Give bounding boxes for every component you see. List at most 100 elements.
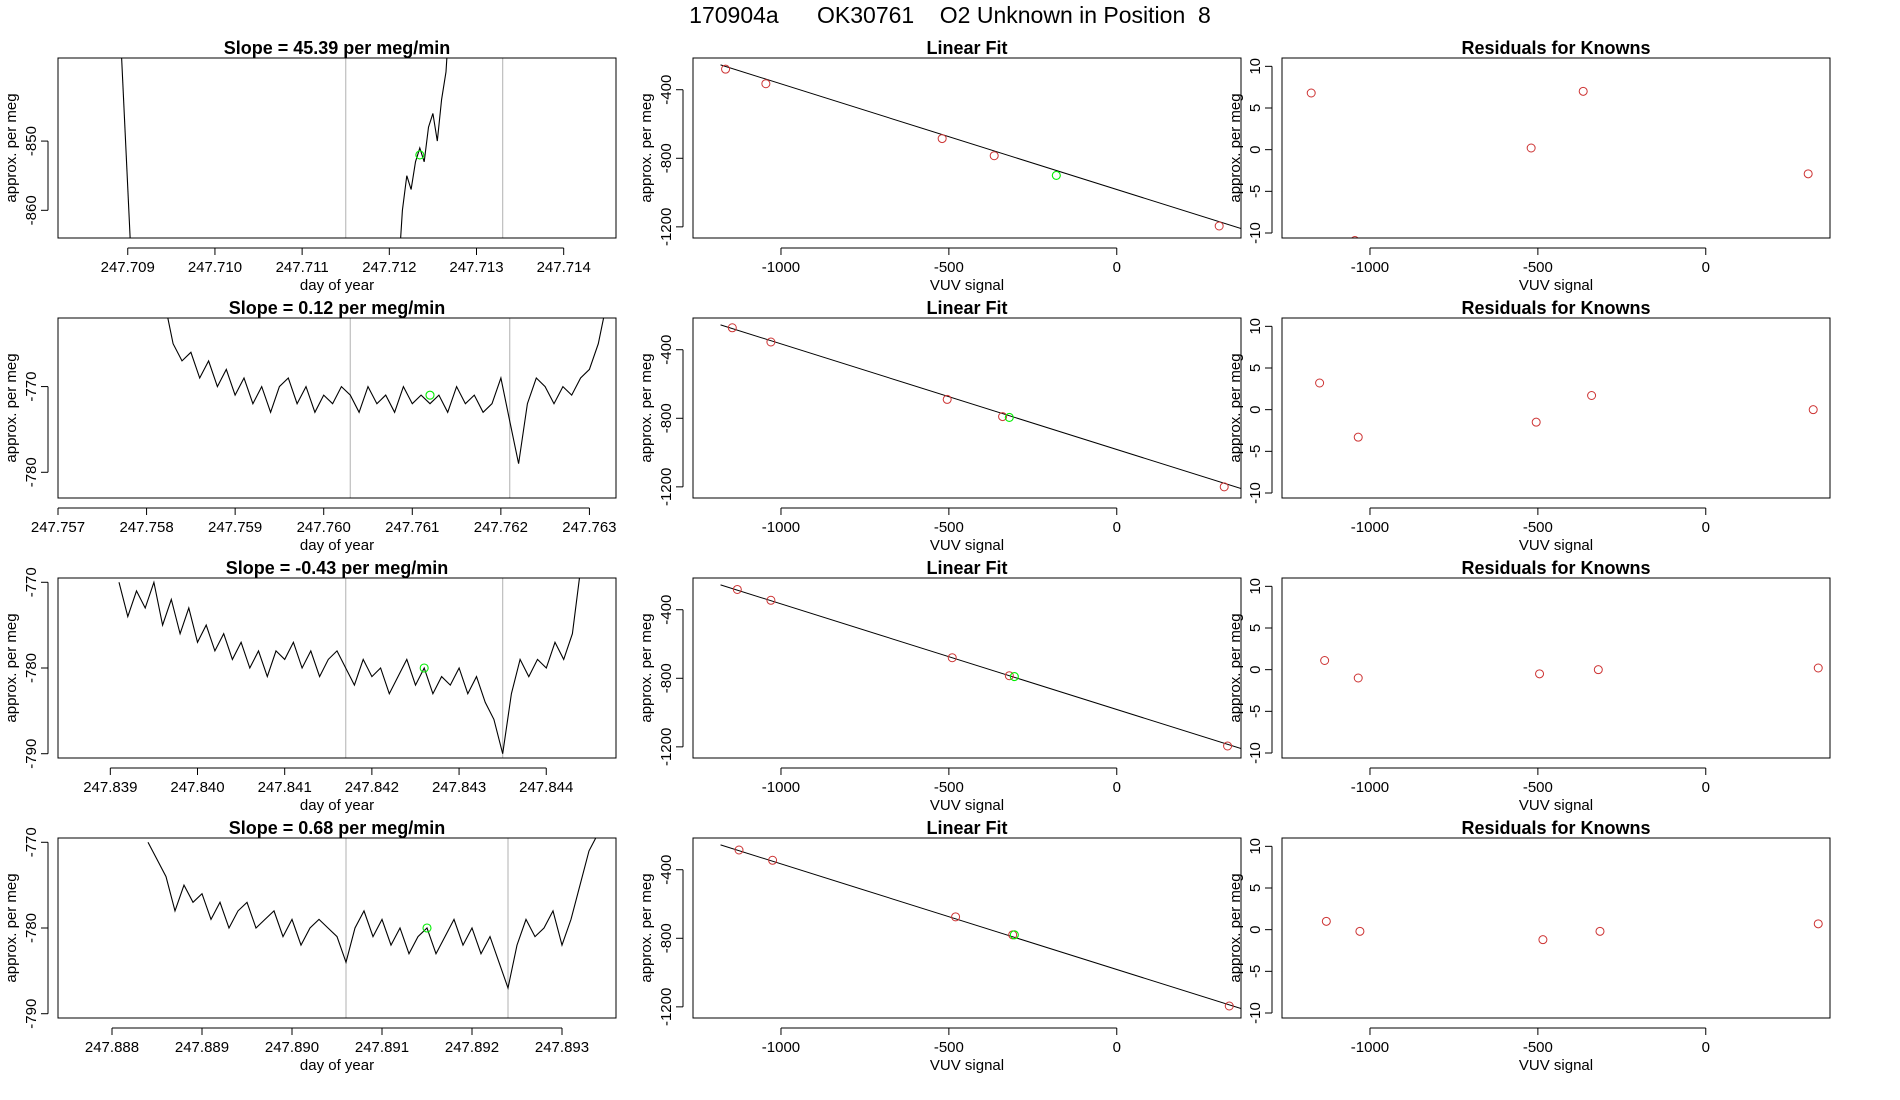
known-point bbox=[1004, 671, 1014, 681]
known-point bbox=[1214, 221, 1224, 231]
known-point bbox=[1526, 143, 1536, 153]
plot-frame bbox=[57, 577, 617, 759]
panel-title: Slope = 0.12 per meg/min bbox=[229, 298, 446, 318]
known-point bbox=[1587, 391, 1597, 400]
x-axis-label: VUV signal bbox=[930, 1057, 1004, 1074]
x-tick-label: 247.710 bbox=[188, 259, 242, 276]
x-tick-label: -1000 bbox=[762, 259, 800, 276]
known-point bbox=[732, 584, 742, 594]
known-point bbox=[734, 845, 744, 855]
panel-time-2: Slope = 0.12 per meg/min 247.757 247.758 24… bbox=[3, 298, 617, 554]
x-axis-label: VUV signal bbox=[930, 797, 1004, 814]
x-tick-label: -1000 bbox=[762, 779, 800, 796]
x-tick-label: 247.889 bbox=[175, 1039, 229, 1056]
y-tick-label: -860 bbox=[23, 195, 40, 225]
x-tick-label: -500 bbox=[1523, 519, 1553, 536]
x-tick-label: 247.759 bbox=[208, 519, 262, 536]
known-point bbox=[1531, 417, 1541, 427]
x-tick-label: -500 bbox=[934, 779, 964, 796]
known-point bbox=[947, 653, 957, 663]
y-tick-label: 5 bbox=[1247, 624, 1264, 632]
panel-fit-3: Linear Fit -1000 -500 0 VUV signal -400 -800 -1… bbox=[638, 558, 1242, 814]
x-tick-label: -500 bbox=[934, 1039, 964, 1056]
plot-frame bbox=[692, 837, 1242, 1019]
x-tick-label: 247.892 bbox=[445, 1039, 499, 1056]
known-point bbox=[1353, 432, 1363, 442]
y-tick-label: -800 bbox=[658, 663, 675, 693]
x-tick-label: 247.758 bbox=[119, 519, 173, 536]
plot-frame bbox=[1281, 317, 1831, 499]
y-axis-label: approx. per meg bbox=[3, 353, 20, 462]
unknown-point bbox=[422, 923, 432, 933]
y-axis-label: approx. per meg bbox=[1227, 93, 1244, 202]
panel-title: Linear Fit bbox=[926, 298, 1007, 318]
y-tick-label: -5 bbox=[1247, 445, 1264, 458]
x-tick-label: 0 bbox=[1113, 259, 1121, 276]
x-tick-label: 247.842 bbox=[345, 779, 399, 796]
fit-line bbox=[720, 324, 1241, 490]
x-tick-label: 247.844 bbox=[519, 779, 573, 796]
unknown-point bbox=[1004, 412, 1014, 422]
known-point bbox=[1813, 919, 1823, 929]
y-tick-label: -10 bbox=[1247, 222, 1264, 244]
y-tick-label: -770 bbox=[23, 827, 40, 857]
known-point bbox=[1320, 656, 1330, 665]
x-axis-label: VUV signal bbox=[930, 537, 1004, 554]
y-axis-label: approx. per meg bbox=[638, 613, 655, 722]
y-tick-label: -5 bbox=[1247, 185, 1264, 198]
x-tick-label: 0 bbox=[1702, 779, 1710, 796]
x-axis-label: VUV signal bbox=[1519, 797, 1593, 814]
x-tick-label: -500 bbox=[1523, 779, 1553, 796]
plot-area bbox=[147, 838, 597, 1018]
unknown-point bbox=[415, 150, 425, 160]
y-tick-label: 5 bbox=[1247, 884, 1264, 892]
panel-title: Residuals for Knowns bbox=[1461, 38, 1650, 58]
y-tick-label: 5 bbox=[1247, 364, 1264, 372]
y-tick-label: 10 bbox=[1247, 318, 1264, 335]
panel-fit-2: Linear Fit -1000 -500 0 VUV signal -400 -800 -1… bbox=[638, 298, 1242, 554]
y-axis-label: approx. per meg bbox=[1227, 353, 1244, 462]
x-tick-label: 0 bbox=[1113, 519, 1121, 536]
y-tick-label: -800 bbox=[658, 143, 675, 173]
known-point bbox=[1315, 378, 1325, 388]
x-tick-label: 0 bbox=[1702, 259, 1710, 276]
known-point bbox=[1355, 926, 1365, 936]
plot-area bbox=[121, 58, 504, 238]
y-axis-label: approx. per meg bbox=[638, 873, 655, 982]
known-point bbox=[998, 412, 1008, 422]
x-tick-label: 247.840 bbox=[170, 779, 224, 796]
panel-title: Slope = 45.39 per meg/min bbox=[224, 38, 451, 58]
y-tick-label: -400 bbox=[658, 855, 675, 885]
panel-title: Slope = 0.68 per meg/min bbox=[229, 818, 446, 838]
known-point bbox=[727, 323, 737, 333]
plot-frame bbox=[57, 837, 617, 1019]
x-tick-label: -500 bbox=[1523, 1039, 1553, 1056]
fit-line bbox=[720, 584, 1241, 750]
series-line bbox=[121, 58, 131, 238]
plot-area bbox=[720, 64, 1241, 231]
plot-area bbox=[118, 578, 581, 758]
x-tick-label: -1000 bbox=[762, 519, 800, 536]
plot-frame bbox=[692, 577, 1242, 759]
series-line bbox=[400, 58, 448, 238]
plot-area bbox=[720, 584, 1241, 751]
known-point bbox=[766, 595, 776, 605]
known-point bbox=[721, 64, 731, 74]
page-title: 170904a OK30761 O2 Unknown in Position 8 bbox=[689, 2, 1211, 28]
unknown-point bbox=[1051, 170, 1061, 180]
y-tick-label: -780 bbox=[23, 457, 40, 487]
known-point bbox=[1535, 669, 1545, 679]
fit-line bbox=[720, 844, 1241, 1010]
x-tick-label: 247.757 bbox=[31, 519, 85, 536]
known-point bbox=[1219, 482, 1229, 492]
x-axis-label: VUV signal bbox=[1519, 537, 1593, 554]
panel-time-1: Slope = 45.39 per meg/min 247.709 247.710 2… bbox=[3, 38, 617, 294]
panel-fit-4: Linear Fit -1000 -500 0 VUV signal -400 -800 -1… bbox=[638, 818, 1242, 1074]
panel-resid-3: Residuals for Knowns -1000 -500 0 VUV signal… bbox=[1227, 558, 1831, 814]
panel-resid-1: Residuals for Knowns -1000 -500 0 VUV signal… bbox=[1227, 38, 1831, 294]
known-point bbox=[1813, 663, 1823, 673]
plot-area bbox=[720, 844, 1241, 1011]
y-tick-label: -5 bbox=[1247, 965, 1264, 978]
y-tick-label: -400 bbox=[658, 335, 675, 365]
unknown-point bbox=[1009, 672, 1019, 682]
